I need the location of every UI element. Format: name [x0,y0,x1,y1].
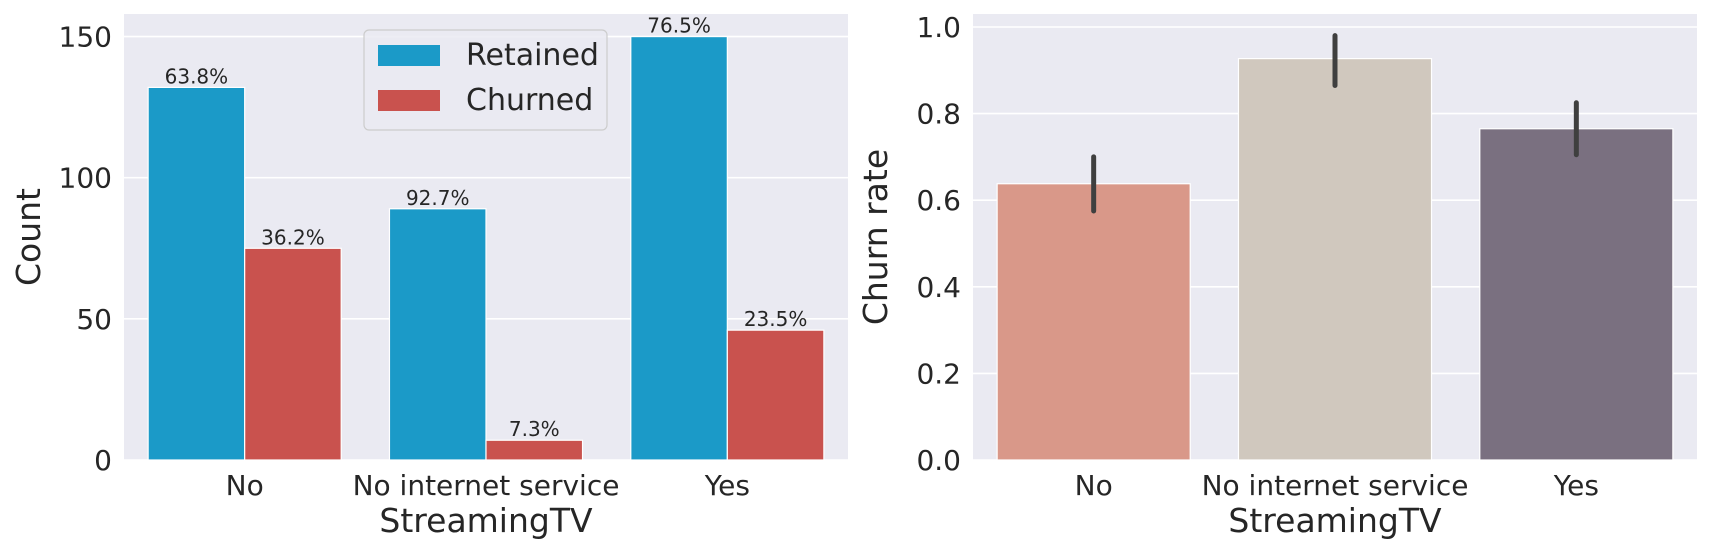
bar-churn-rate-no-internet-service [1237,57,1433,461]
bar-churned-no-internet-service [485,439,584,461]
churn-rate-chart-x-tick-label-no: No [1075,469,1113,502]
bar-retained-no-internet-service [388,208,487,461]
churn-rate-chart-y-tick-label: 1.0 [916,11,961,44]
count-chart-y-tick-label: 50 [76,303,112,336]
legend-swatch-churned [378,90,440,111]
count-chart: 0 50 100 150 No No internet service Yes Streami… [9,14,848,540]
data-label-churned-no: 36.2% [261,225,325,249]
bar-retained-no [147,86,246,461]
churn-rate-chart-x-axis-label: StreamingTV [1228,501,1442,540]
bar-churn-rate-no [996,183,1191,461]
data-label-churned-no-internet-service: 7.3% [509,417,560,441]
bar-churn-rate-yes [1479,128,1674,461]
churn-rate-chart-y-axis-label: Churn rate [856,149,895,325]
legend: Retained Churned [363,29,608,131]
count-chart-x-tick-label-no-internet-service: No internet service [353,469,620,502]
bar-retained-yes [630,35,728,461]
legend-label-retained: Retained [466,38,599,73]
churn-rate-chart-y-tick-label: 0.2 [916,357,961,390]
count-chart-x-tick-label-yes: Yes [704,469,750,502]
churn-rate-chart: 0.0 0.2 0.4 0.6 0.8 1.0 No No internet service Y… [856,11,1697,540]
data-label-retained-no: 63.8% [165,64,229,88]
count-chart-y-tick-label: 0 [94,444,112,477]
count-chart-x-tick-label-no: No [226,469,264,502]
bar-churned-no [244,247,342,461]
data-label-churned-yes: 23.5% [744,307,808,331]
legend-label-churned: Churned [466,83,593,118]
churn-rate-chart-y-tick-label: 0.8 [916,98,961,131]
churn-rate-chart-y-tick-label: 0.6 [916,184,961,217]
churn-rate-chart-x-tick-label-yes: Yes [1553,469,1599,502]
churn-rate-chart-y-tick-label: 0.4 [916,271,961,304]
churn-rate-chart-y-tick-label: 0.0 [916,444,961,477]
count-chart-x-axis-label: StreamingTV [379,501,593,540]
churn-rate-chart-x-tick-label-no-internet-service: No internet service [1202,469,1469,502]
count-chart-y-tick-label: 100 [59,162,112,195]
legend-swatch-retained [378,45,440,66]
count-chart-y-axis-label: Count [9,188,48,286]
bar-churned-yes [726,329,825,461]
data-label-retained-no-internet-service: 92.7% [406,186,470,210]
data-label-retained-yes: 76.5% [647,14,711,38]
count-chart-y-tick-label: 150 [59,21,112,54]
